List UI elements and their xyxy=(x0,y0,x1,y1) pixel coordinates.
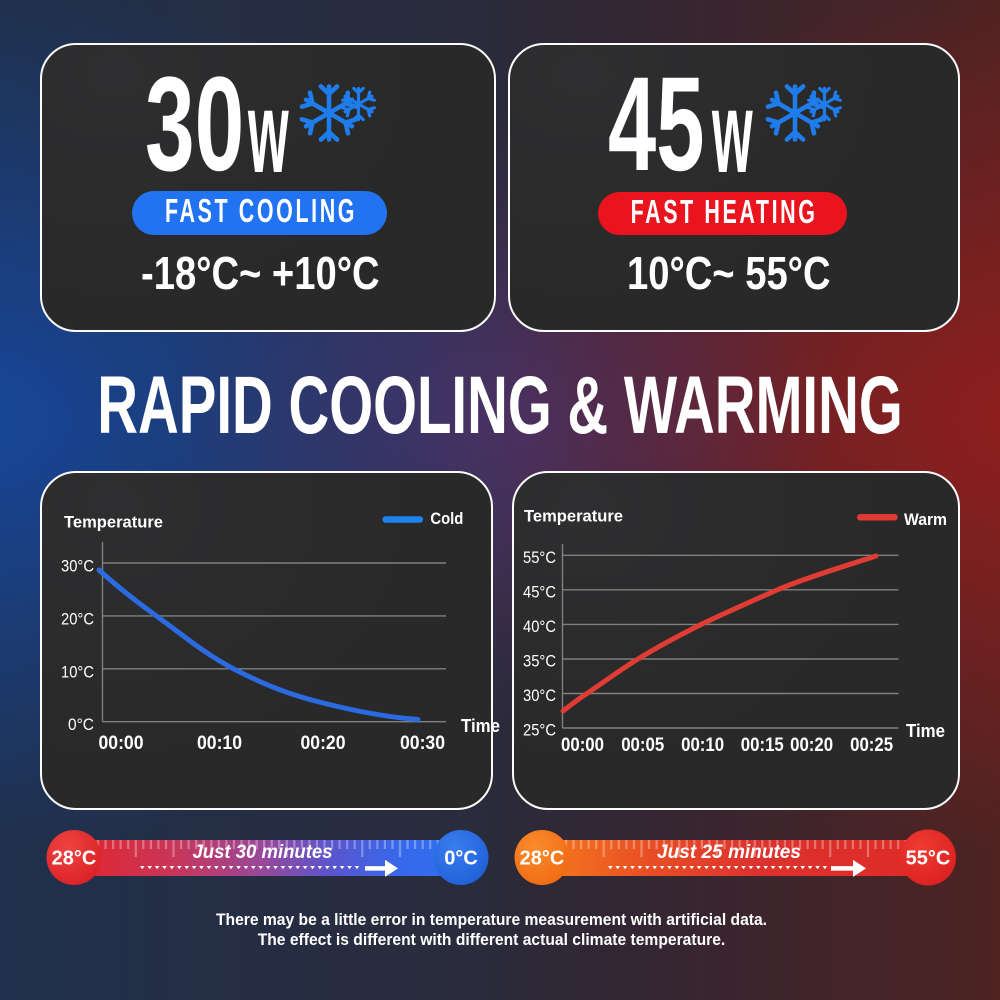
svg-text:40°C: 40°C xyxy=(523,617,556,636)
svg-text:00:10: 00:10 xyxy=(681,735,724,756)
svg-text:00:25: 00:25 xyxy=(850,735,893,756)
svg-text:55°C: 55°C xyxy=(523,548,556,567)
svg-text:Just 25 minutes: Just 25 minutes xyxy=(657,841,801,863)
svg-text:Temperature: Temperature xyxy=(64,513,163,532)
svg-text:30°C: 30°C xyxy=(523,686,556,705)
svg-text:28°C: 28°C xyxy=(520,848,565,870)
svg-text:Just 30 minutes: Just 30 minutes xyxy=(193,841,333,863)
svg-text:10°C: 10°C xyxy=(61,662,94,681)
svg-text:Warm: Warm xyxy=(904,510,947,529)
svg-text:28°C: 28°C xyxy=(52,848,97,870)
svg-text:Time: Time xyxy=(461,716,500,736)
svg-text:00:00: 00:00 xyxy=(561,735,604,756)
svg-text:0°C: 0°C xyxy=(68,715,94,734)
svg-text:00:05: 00:05 xyxy=(621,735,664,756)
svg-text:00:20: 00:20 xyxy=(790,735,833,756)
svg-text:20°C: 20°C xyxy=(61,609,94,628)
svg-text:25°C: 25°C xyxy=(523,721,556,740)
svg-text:Time: Time xyxy=(906,721,945,741)
svg-text:Cold: Cold xyxy=(430,509,463,528)
svg-text:Temperature: Temperature xyxy=(524,507,623,526)
svg-text:00:20: 00:20 xyxy=(301,733,346,754)
svg-text:30°C: 30°C xyxy=(61,557,94,576)
svg-text:0°C: 0°C xyxy=(444,848,478,870)
svg-text:00:15: 00:15 xyxy=(741,735,784,756)
svg-text:00:30: 00:30 xyxy=(400,733,445,754)
svg-text:45°C: 45°C xyxy=(523,583,556,602)
svg-text:55°C: 55°C xyxy=(906,848,951,870)
svg-text:00:10: 00:10 xyxy=(197,733,242,754)
svg-text:35°C: 35°C xyxy=(523,652,556,671)
svg-text:00:00: 00:00 xyxy=(99,733,144,754)
